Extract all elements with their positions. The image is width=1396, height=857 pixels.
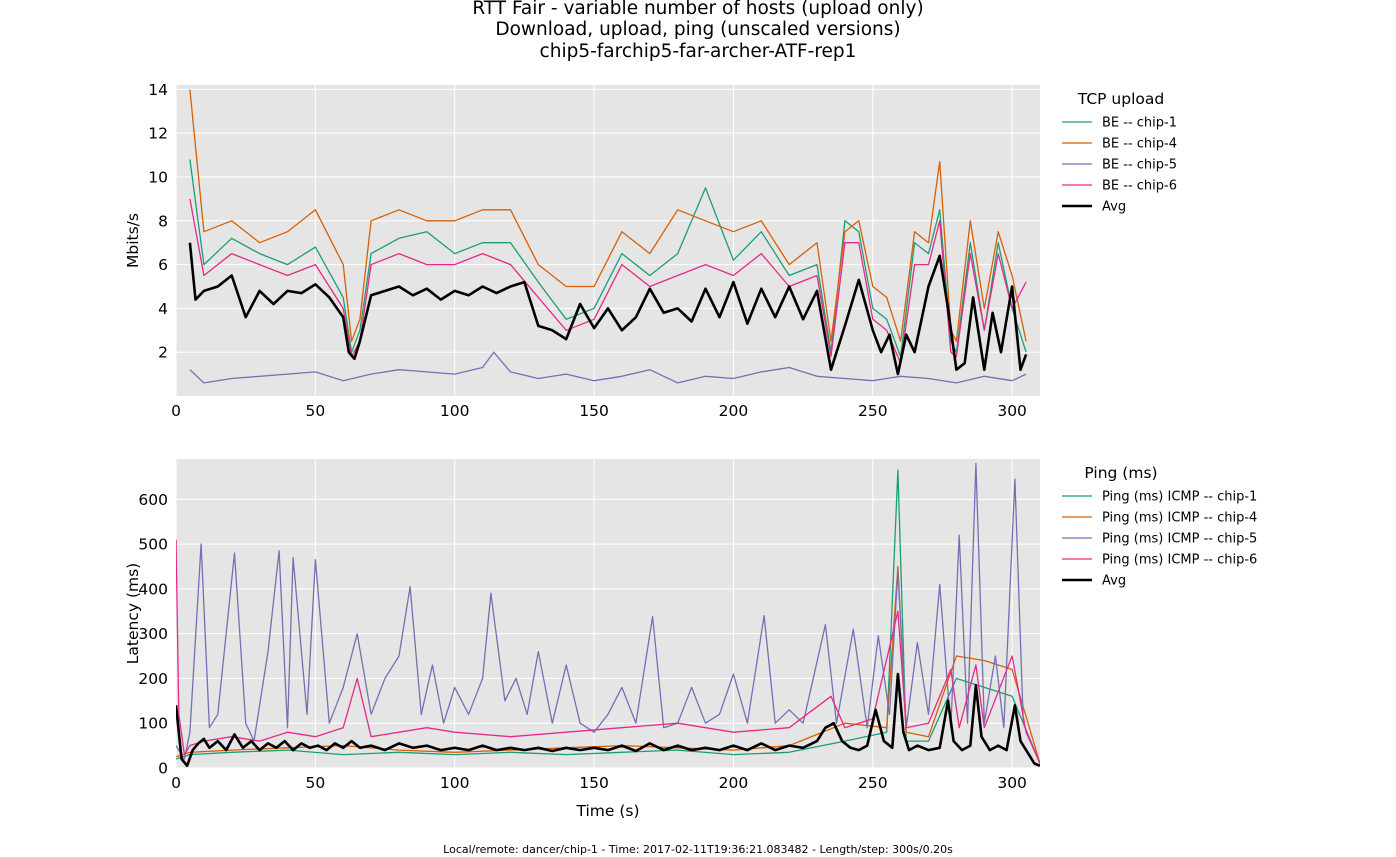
ping-series-chip-5 (176, 462, 1040, 764)
ping-plot-area (176, 459, 1040, 768)
upload-y-tick-label: 2 (158, 344, 168, 362)
ping-y-tick-label: 200 (138, 670, 168, 688)
ping-legend-label-chip-4: Ping (ms) ICMP -- chip-4 (1102, 511, 1257, 526)
upload-legend-label-avg: Avg (1102, 200, 1126, 215)
upload-x-tick-label: 250 (858, 402, 888, 420)
upload-y-tick-label: 4 (158, 300, 168, 318)
upload-legend-title: TCP upload (1077, 90, 1164, 108)
upload-y-tick-label: 6 (158, 256, 168, 274)
upload-series-chip-1 (189, 159, 1027, 358)
upload-series-chip-4 (189, 89, 1027, 342)
ping-y-tick-label: 300 (138, 625, 168, 643)
upload-panel: 0 50 100 150 200 250 300 2 4 6 8 10 12 14 Mbits/s TCP u… (124, 81, 1177, 420)
ping-x-tick-label: 50 (305, 774, 325, 792)
upload-legend-label-chip-5: BE -- chip-5 (1102, 158, 1177, 173)
ping-x-tick-label: 300 (997, 774, 1027, 792)
upload-plot-area (176, 85, 1040, 396)
upload-x-tick-label: 150 (579, 402, 609, 420)
footer-info: Local/remote: dancer/chip-1 - Time: 2017… (443, 843, 953, 856)
upload-y-axis-label: Mbits/s (124, 213, 142, 268)
ping-x-tick-label: 250 (858, 774, 888, 792)
ping-x-tick-label: 0 (171, 774, 181, 792)
ping-legend-label-avg: Avg (1102, 574, 1126, 589)
upload-x-tick-label: 200 (719, 402, 749, 420)
ping-y-axis-label: Latency (ms) (124, 563, 142, 664)
ping-x-tick-label: 100 (440, 774, 470, 792)
chart-title-line-3: chip5-farchip5-far-archer-ATF-rep1 (539, 41, 857, 62)
upload-x-tick-label: 100 (440, 402, 470, 420)
upload-series-chip-6 (189, 198, 1027, 364)
ping-x-tick-label: 150 (579, 774, 609, 792)
ping-series-chip-1 (176, 469, 1040, 764)
upload-y-tick-label: 14 (148, 81, 168, 99)
upload-legend-label-chip-4: BE -- chip-4 (1102, 137, 1177, 152)
upload-legend-label-chip-6: BE -- chip-6 (1102, 179, 1177, 194)
upload-x-tick-label: 50 (305, 402, 325, 420)
upload-y-tick-label: 10 (148, 168, 168, 186)
ping-legend-label-chip-6: Ping (ms) ICMP -- chip-6 (1102, 553, 1257, 568)
upload-y-tick-label: 8 (158, 212, 168, 230)
ping-y-tick-label: 100 (138, 715, 168, 733)
ping-series-chip-6 (176, 539, 1040, 764)
upload-x-tick-label: 0 (171, 402, 181, 420)
ping-series-group (176, 462, 1040, 768)
upload-series-chip-5 (189, 351, 1027, 384)
ping-x-tick-label: 200 (719, 774, 749, 792)
upload-legend-label-chip-1: BE -- chip-1 (1102, 116, 1177, 131)
ping-x-axis-label: Time (s) (575, 802, 639, 820)
ping-series-avg (176, 672, 1040, 768)
upload-x-tick-label: 300 (997, 402, 1027, 420)
chart-title-line-1: RTT Fair - variable number of hosts (upl… (472, 0, 924, 19)
upload-series-avg (188, 242, 1028, 376)
ping-legend-label-chip-1: Ping (ms) ICMP -- chip-1 (1102, 490, 1257, 505)
chart-title-line-2: Download, upload, ping (unscaled version… (495, 19, 901, 40)
ping-y-tick-label: 0 (158, 760, 168, 778)
ping-panel: 0 50 100 150 200 250 300 0 100 200 300 400 500 600 Lat… (124, 459, 1257, 820)
ping-y-tick-label: 500 (138, 536, 168, 554)
upload-y-tick-label: 12 (148, 125, 168, 143)
ping-legend-label-chip-5: Ping (ms) ICMP -- chip-5 (1102, 532, 1257, 547)
upload-series-group (188, 89, 1028, 384)
ping-y-tick-label: 400 (138, 580, 168, 598)
ping-y-tick-label: 600 (138, 491, 168, 509)
ping-legend-title: Ping (ms) (1084, 464, 1157, 482)
